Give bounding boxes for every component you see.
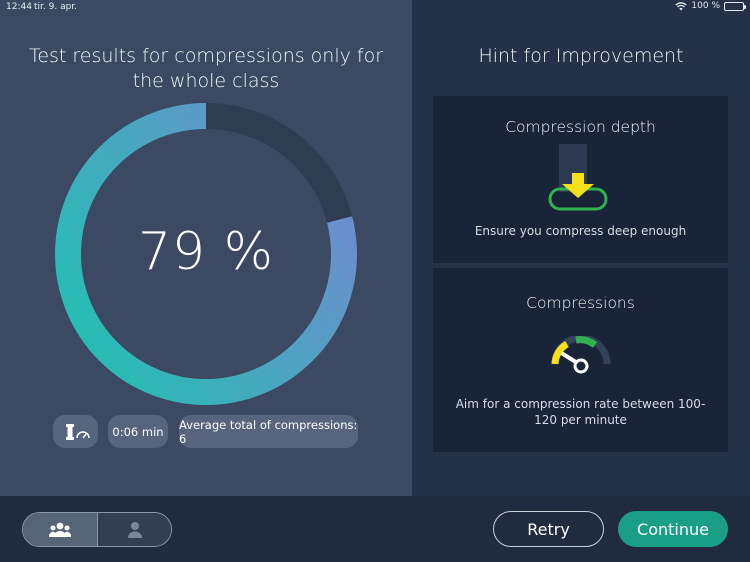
hint-card-text: Aim for a compression rate between 100-1…	[455, 397, 706, 427]
score-ring-progress	[55, 103, 357, 405]
hint-card-title: Compression depth	[505, 118, 656, 136]
hints-title: Hint for Improvement	[478, 45, 684, 67]
compression-depth-icon	[548, 144, 608, 211]
battery-icon	[724, 1, 746, 11]
compression-rate-gauge-icon	[551, 336, 611, 374]
group-icon	[49, 522, 71, 537]
status-bar: 12:44 tir. 9. apr. 100 %	[0, 0, 750, 14]
person-icon	[127, 521, 142, 538]
score-value: 79 %	[137, 222, 275, 282]
retry-button[interactable]: Retry	[493, 511, 604, 547]
status-time: 12:44	[6, 2, 32, 12]
average-compressions-chip: Average total of compressions: 6	[179, 415, 358, 448]
status-right: 100 %	[675, 1, 746, 11]
status-date: tir. 9. apr.	[34, 2, 78, 12]
wifi-icon	[675, 1, 688, 10]
duration-chip: 0:06 min	[108, 415, 168, 448]
score-ring	[55, 103, 357, 405]
manikin-gauge-icon	[65, 423, 90, 440]
individual-view-button[interactable]	[97, 513, 171, 546]
view-mode-toggle	[22, 512, 172, 547]
hint-card-text: Ensure you compress deep enough	[474, 224, 687, 238]
manikin-feedback-icon-chip	[53, 415, 98, 448]
class-view-button[interactable]	[23, 513, 97, 546]
battery-percentage: 100 %	[691, 1, 720, 11]
hint-card-compressions: Compressions Aim for a compression rate …	[433, 268, 728, 452]
results-title: Test results for compressions only for t…	[28, 45, 384, 92]
continue-button[interactable]: Continue	[618, 511, 728, 547]
hint-card-compression-depth: Compression depth Ensure you compress de…	[433, 96, 728, 263]
hint-card-title: Compressions	[526, 294, 635, 312]
